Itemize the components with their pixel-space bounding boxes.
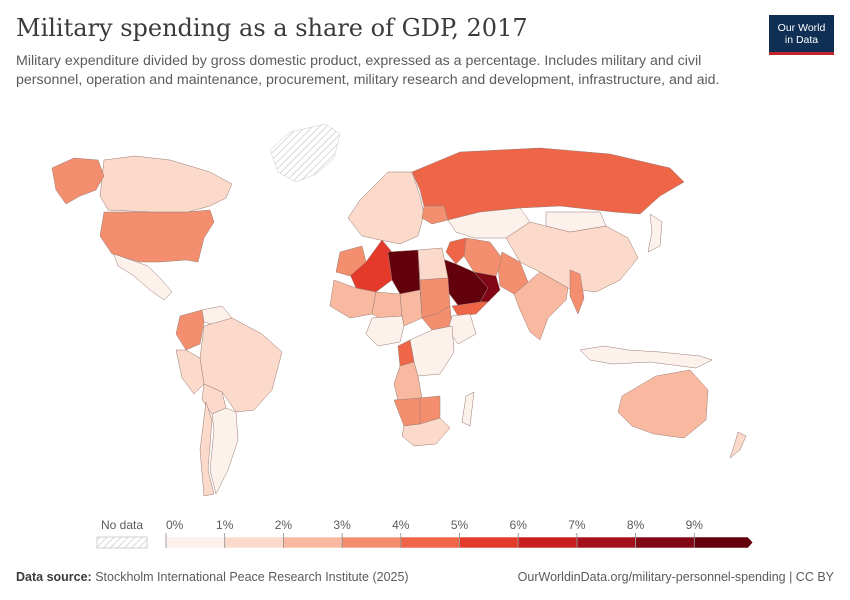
map-region-ukraine[interactable]: Ukraine: 3.3% [421, 205, 449, 225]
map-region-united-states[interactable]: United States: 3.3% [99, 209, 215, 263]
map-region-chad[interactable]: Chad: 2.2% [399, 289, 423, 327]
map-region-russia[interactable]: Russia: 4.2% [411, 147, 685, 221]
legend-bin-1[interactable] [224, 536, 284, 549]
map-region-europe[interactable]: Europe: 1.4% [347, 171, 425, 245]
map-region-madagascar[interactable]: Madagascar: 0.6% [461, 391, 475, 427]
map-region-egypt[interactable]: Egypt: 1.2% [417, 247, 449, 281]
map-region-peru[interactable]: Peru: 1.2% [175, 349, 205, 395]
legend-tick-label: 3% [333, 518, 351, 532]
legend-tick-label: 4% [392, 518, 410, 532]
legend-bin-7[interactable] [576, 536, 636, 549]
legend-bin-0[interactable] [165, 536, 226, 549]
legend-no-data-label: No data [101, 518, 143, 532]
map-region-colombia[interactable]: Colombia: 3.2% [175, 309, 205, 351]
map-region-libya[interactable]: Libya: 9.5% [387, 249, 421, 295]
map-region-alaska-united-states[interactable]: Alaska (United States): 3.3% [51, 157, 105, 205]
map-region-argentina[interactable]: Argentina: 0.9% [209, 407, 239, 495]
legend-tick-label: 2% [275, 518, 293, 532]
map-region-myanmar[interactable]: Myanmar: 3.5% [569, 269, 585, 315]
legend-tick-label: 8% [627, 518, 645, 532]
chart-subtitle: Military expenditure divided by gross do… [16, 53, 720, 88]
map-region-south-sudan[interactable]: South Sudan: 3.4% [421, 305, 453, 331]
legend-no-data-swatch [96, 536, 148, 549]
map-region-indonesia[interactable]: Indonesia: 0.8% [579, 345, 713, 369]
logo-line-2: in Data [784, 33, 819, 46]
map-region-australia[interactable]: Australia: 2% [617, 369, 709, 439]
legend-bin-3[interactable] [341, 536, 402, 549]
map-region-iraq[interactable]: Iraq: 4% [445, 237, 467, 265]
legend-bin-2[interactable] [283, 536, 343, 549]
legend-tick-label: 9% [686, 518, 704, 532]
map-region-canada[interactable]: Canada: 1.3% [99, 155, 233, 213]
legend-bin-9[interactable] [693, 536, 754, 549]
legend-tick-label: 0% [166, 518, 184, 532]
map-region-greenland[interactable]: Greenland: No data [269, 123, 341, 183]
legend-bin-5[interactable] [459, 536, 519, 549]
map-region-dr-congo[interactable]: DR Congo: 0.7% [409, 325, 455, 377]
legend-tick-label: 7% [568, 518, 586, 532]
logo-line-1: Our World [777, 21, 826, 34]
data-source-text: Stockholm International Peace Research I… [95, 570, 409, 584]
map-region-niger[interactable]: Niger: 2.5% [371, 291, 403, 319]
map-region-india[interactable]: India: 2.5% [513, 271, 569, 341]
map-region-mongolia[interactable]: Mongolia: 0.8% [545, 211, 607, 233]
data-source-label: Data source: [16, 570, 92, 584]
map-region-south-africa[interactable]: South Africa: 1% [401, 417, 451, 447]
legend-bin-4[interactable] [400, 536, 460, 549]
legend-bin-8[interactable] [635, 536, 695, 549]
legend-tick-label: 1% [216, 518, 234, 532]
legend-bin-6[interactable] [517, 536, 578, 549]
map-region-chile[interactable]: Chile: 1.9% [199, 401, 215, 497]
map-region-japan[interactable]: Japan: 0.9% [647, 213, 663, 253]
map-legend: No data 0% 1% 2% 3% 4% 5% 6% 7% 8% 9% [96, 518, 754, 549]
data-source: Data source: Stockholm International Pea… [16, 570, 409, 584]
map-region-morocco[interactable]: Morocco: 3.1% [335, 245, 367, 277]
map-region-yemen[interactable]: Yemen: 4.2% [451, 301, 489, 317]
chart-title: Military spending as a share of GDP, 201… [16, 14, 528, 42]
owid-logo[interactable]: Our World in Data [769, 15, 834, 55]
legend-tick-label: 6% [510, 518, 528, 532]
map-region-namibia[interactable]: Namibia: 3.4% [393, 397, 423, 427]
map-region-nigeria[interactable]: Nigeria: 0.5% [365, 315, 405, 347]
map-region-new-zealand[interactable]: New Zealand: 1.2% [729, 431, 747, 459]
source-url-link[interactable]: OurWorldinData.org/military-personnel-sp… [517, 570, 834, 584]
legend-tick-label: 5% [451, 518, 469, 532]
map-region-mexico[interactable]: Mexico: 0.5% [113, 253, 173, 301]
